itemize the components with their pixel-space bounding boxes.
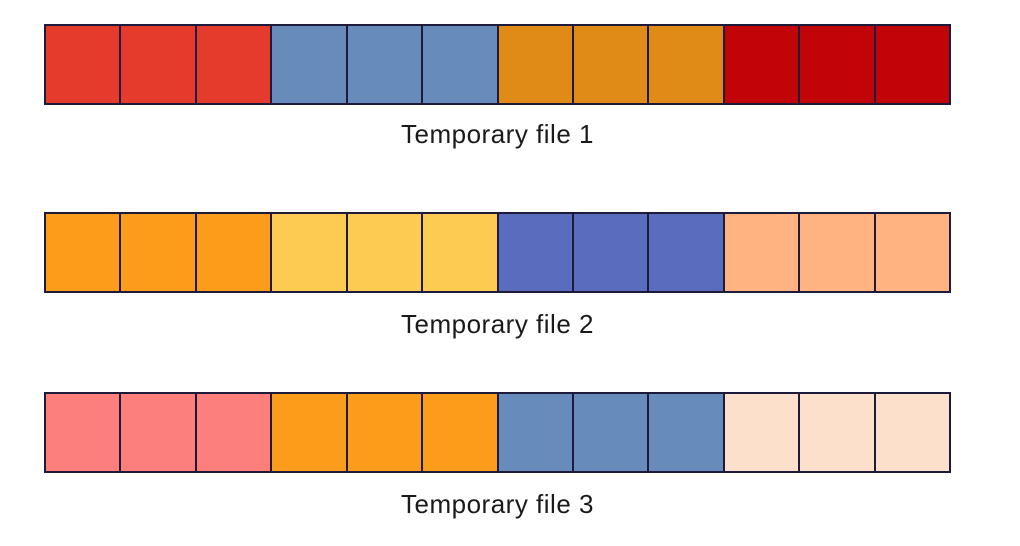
data-block — [46, 214, 122, 291]
data-block — [272, 214, 348, 291]
file-block-strip — [44, 392, 951, 473]
data-block — [498, 394, 574, 471]
data-block — [272, 394, 348, 471]
data-block — [724, 26, 801, 103]
data-block — [498, 26, 574, 103]
data-block — [347, 214, 424, 291]
data-block — [46, 26, 122, 103]
data-block — [423, 394, 499, 471]
data-block — [196, 26, 273, 103]
file-block-strip — [44, 212, 951, 293]
data-block — [347, 394, 424, 471]
data-block — [800, 26, 876, 103]
data-block — [649, 394, 725, 471]
data-block — [649, 214, 725, 291]
file-label: Temporary file 3 — [401, 489, 594, 519]
data-block — [573, 394, 650, 471]
data-block — [800, 214, 876, 291]
data-block — [46, 394, 122, 471]
data-block — [121, 214, 197, 291]
data-block — [875, 394, 950, 471]
data-block — [423, 214, 499, 291]
data-block — [196, 394, 273, 471]
data-block — [573, 214, 650, 291]
data-block — [121, 394, 197, 471]
data-block — [347, 26, 424, 103]
data-block — [724, 214, 801, 291]
data-block — [423, 26, 499, 103]
temporary-file-2: Temporary file 2 — [44, 212, 951, 339]
data-block — [875, 26, 950, 103]
temporary-file-3: Temporary file 3 — [44, 392, 951, 519]
file-block-strip — [44, 24, 951, 105]
data-block — [272, 26, 348, 103]
data-block — [875, 214, 950, 291]
data-block — [573, 26, 650, 103]
data-block — [196, 214, 273, 291]
data-block — [498, 214, 574, 291]
data-block — [800, 394, 876, 471]
data-block — [121, 26, 197, 103]
data-block — [724, 394, 801, 471]
file-label: Temporary file 2 — [401, 309, 594, 339]
data-block — [649, 26, 725, 103]
file-label: Temporary file 1 — [401, 119, 594, 149]
temporary-file-1: Temporary file 1 — [44, 24, 951, 149]
